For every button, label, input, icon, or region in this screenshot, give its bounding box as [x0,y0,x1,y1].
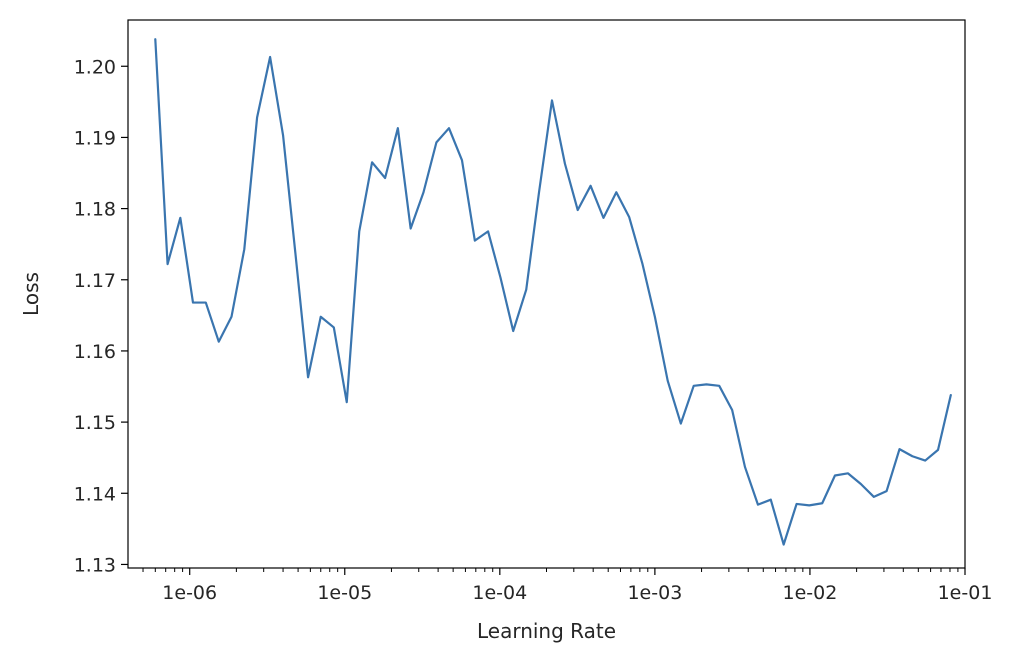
x-axis-label: Learning Rate [477,619,616,643]
y-tick-label: 1.17 [74,270,116,292]
y-tick-label: 1.16 [74,341,116,363]
x-tick-label: 1e-02 [783,582,838,604]
y-tick-label: 1.19 [74,127,116,149]
y-tick-label: 1.13 [74,554,116,576]
x-tick-label: 1e-04 [472,582,527,604]
x-tick-label: 1e-05 [317,582,372,604]
plot-area [154,38,952,546]
y-tick-label: 1.14 [74,483,116,505]
y-axis: 1.13 1.14 1.15 1.16 1.17 1.18 1.19 1.20 [74,56,128,576]
y-tick-label: 1.20 [74,56,116,78]
x-axis: 1e-06 1e-05 1e-04 1e-03 1e-02 1e-01 [142,568,993,604]
plot-frame [127,19,966,569]
y-tick-label: 1.15 [74,412,116,434]
y-tick-label: 1.18 [74,199,116,221]
x-tick-label: 1e-03 [627,582,682,604]
series-line-0 [154,38,952,546]
y-axis-label: Loss [19,272,43,316]
x-tick-label: 1e-06 [162,582,217,604]
x-tick-label: 1e-01 [938,582,993,604]
